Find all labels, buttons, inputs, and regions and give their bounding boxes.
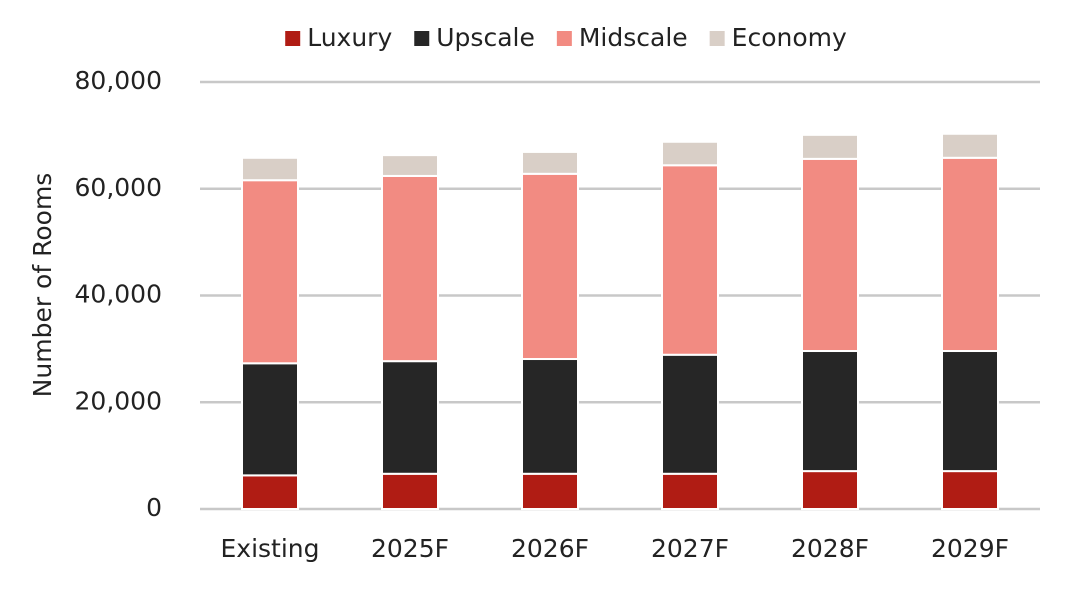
y-tick-label: 60,000 xyxy=(75,173,162,202)
legend-label: Midscale xyxy=(579,23,688,52)
bar-segment xyxy=(661,164,719,356)
y-tick-label: 80,000 xyxy=(75,66,162,95)
legend-label: Upscale xyxy=(436,23,535,52)
x-tick-label: 2027F xyxy=(651,534,729,563)
y-tick-label: 20,000 xyxy=(75,386,162,415)
bar-segment xyxy=(521,150,579,175)
legend-swatch xyxy=(556,31,572,46)
bar-segment xyxy=(381,154,439,177)
bar-segment xyxy=(661,353,719,475)
bar-segment xyxy=(801,133,859,160)
bar-segment xyxy=(941,156,999,353)
y-axis-label: Number of Rooms xyxy=(28,173,57,398)
bar-segment xyxy=(241,362,299,477)
bar-segment xyxy=(381,174,439,363)
x-tick-label: 2026F xyxy=(511,534,589,563)
x-tick-label: 2029F xyxy=(931,534,1009,563)
bar-segment xyxy=(521,358,579,475)
legend-label: Economy xyxy=(732,23,847,52)
bar-segment xyxy=(941,132,999,159)
bar-segment xyxy=(241,474,299,510)
legend-swatch xyxy=(414,31,430,46)
bar-segment xyxy=(521,172,579,361)
bar-segment xyxy=(801,157,859,353)
legend-swatch xyxy=(709,31,725,46)
bar-segment xyxy=(941,350,999,473)
bar-segment xyxy=(381,472,439,510)
legend-label: Luxury xyxy=(307,23,392,52)
x-tick-label: Existing xyxy=(220,534,319,563)
bar-segment xyxy=(661,472,719,510)
bar-segment xyxy=(801,470,859,511)
x-tick-label: 2028F xyxy=(791,534,869,563)
y-tick-label: 0 xyxy=(146,493,162,522)
bar-segment xyxy=(661,140,719,167)
y-tick-label: 40,000 xyxy=(75,280,162,309)
bar-segment xyxy=(381,360,439,475)
bar-segment xyxy=(521,472,579,510)
bar-segment xyxy=(941,470,999,511)
x-tick-label: 2025F xyxy=(371,534,449,563)
legend-swatch xyxy=(285,31,301,46)
bar-segment xyxy=(241,156,299,182)
bar-segment xyxy=(801,350,859,473)
bar-segment xyxy=(241,179,299,365)
